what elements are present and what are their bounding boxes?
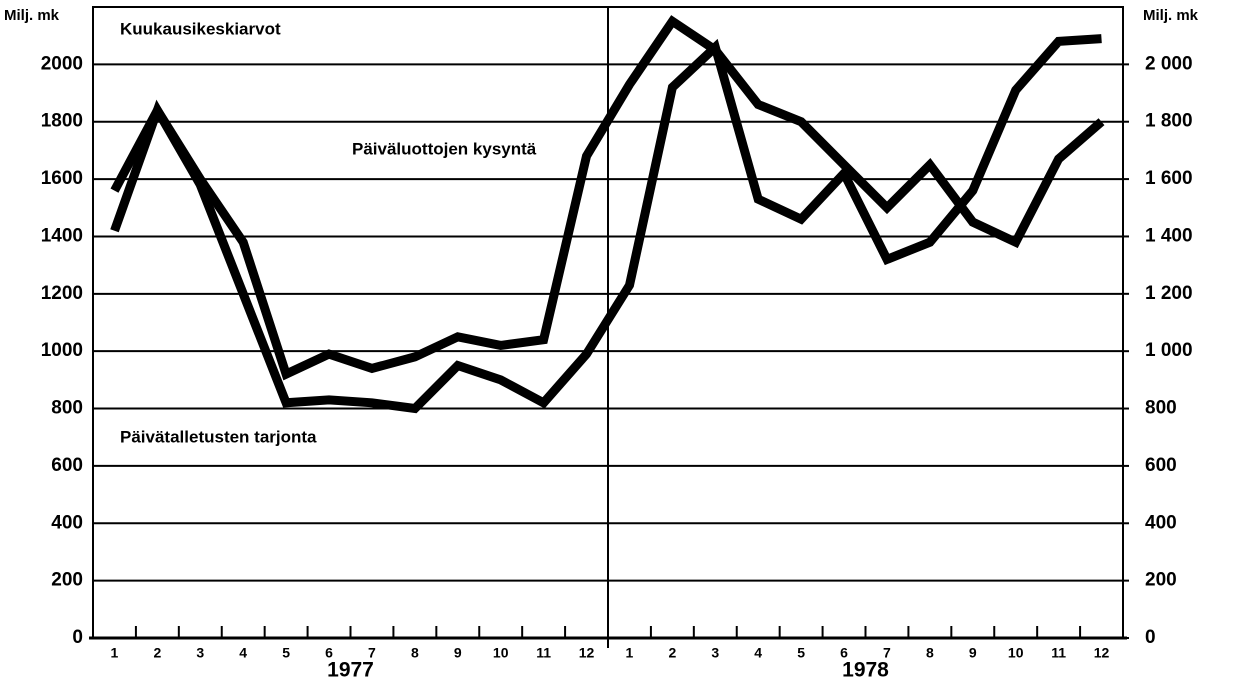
y2-tick-label: 800: [1145, 398, 1177, 419]
series-line: [110, 34, 1102, 414]
y2-tick-label: 1 800: [1145, 111, 1193, 132]
x-tick-label: 7: [368, 645, 376, 661]
y-tick-label: 0: [72, 627, 83, 648]
y-tick-label: 800: [51, 398, 83, 419]
y-tick-label: 600: [51, 455, 83, 476]
x-tick-label: 2: [153, 645, 161, 661]
y2-tick-label: 0: [1145, 627, 1156, 648]
x-tick-label: 10: [1008, 645, 1024, 661]
x-tick-label: 9: [454, 645, 462, 661]
x-tick-label: 9: [969, 645, 977, 661]
y2-tick-label: 1 000: [1145, 340, 1193, 361]
series-line: [110, 15, 1105, 381]
x-tick-label: 11: [536, 645, 551, 661]
x-tick-label: 4: [754, 645, 762, 661]
series-label: Päiväluottojen kysyntä: [352, 139, 537, 158]
y2-tick-label: 1 600: [1145, 168, 1193, 189]
year-label: 1977: [327, 659, 374, 682]
annotation: Kuukausikeskiarvot: [120, 19, 281, 38]
y2-tick-label: 600: [1145, 455, 1177, 476]
year-label: 1978: [842, 659, 889, 682]
x-tick-label: 4: [239, 645, 247, 661]
x-tick-label: 8: [926, 645, 934, 661]
x-tick-label: 3: [711, 645, 719, 661]
y-tick-label: 1000: [41, 340, 83, 361]
x-tick-label: 3: [196, 645, 204, 661]
y2-tick-label: 1 200: [1145, 283, 1193, 304]
x-tick-label: 7: [883, 645, 891, 661]
y-tick-label: 1600: [41, 168, 83, 189]
x-tick-label: 2: [668, 645, 676, 661]
y-tick-label: 2000: [41, 53, 83, 74]
x-tick-label: 5: [282, 645, 290, 661]
x-tick-label: 1: [111, 645, 119, 661]
y2-tick-label: 400: [1145, 512, 1177, 533]
y-tick-label: 400: [51, 512, 83, 533]
x-tick-label: 10: [493, 645, 509, 661]
x-tick-label: 1: [626, 645, 634, 661]
y2-tick-label: 1 400: [1145, 225, 1193, 246]
y-tick-label: 1400: [41, 225, 83, 246]
x-tick-label: 5: [797, 645, 805, 661]
y2-axis-label: Milj. mk: [1143, 7, 1199, 24]
x-tick-label: 6: [325, 645, 333, 661]
y-tick-label: 1200: [41, 283, 83, 304]
x-tick-label: 11: [1051, 645, 1066, 661]
y-tick-label: 1800: [41, 111, 83, 132]
y2-tick-label: 2 000: [1145, 53, 1193, 74]
y2-tick-label: 200: [1145, 570, 1177, 591]
y-tick-label: 200: [51, 570, 83, 591]
x-tick-label: 12: [579, 645, 595, 661]
x-tick-label: 12: [1094, 645, 1110, 661]
series-label: Päivätalletusten tarjonta: [120, 427, 317, 446]
x-tick-label: 8: [411, 645, 419, 661]
y-axis-label: Milj. mk: [4, 7, 60, 24]
x-tick-label: 6: [840, 645, 848, 661]
